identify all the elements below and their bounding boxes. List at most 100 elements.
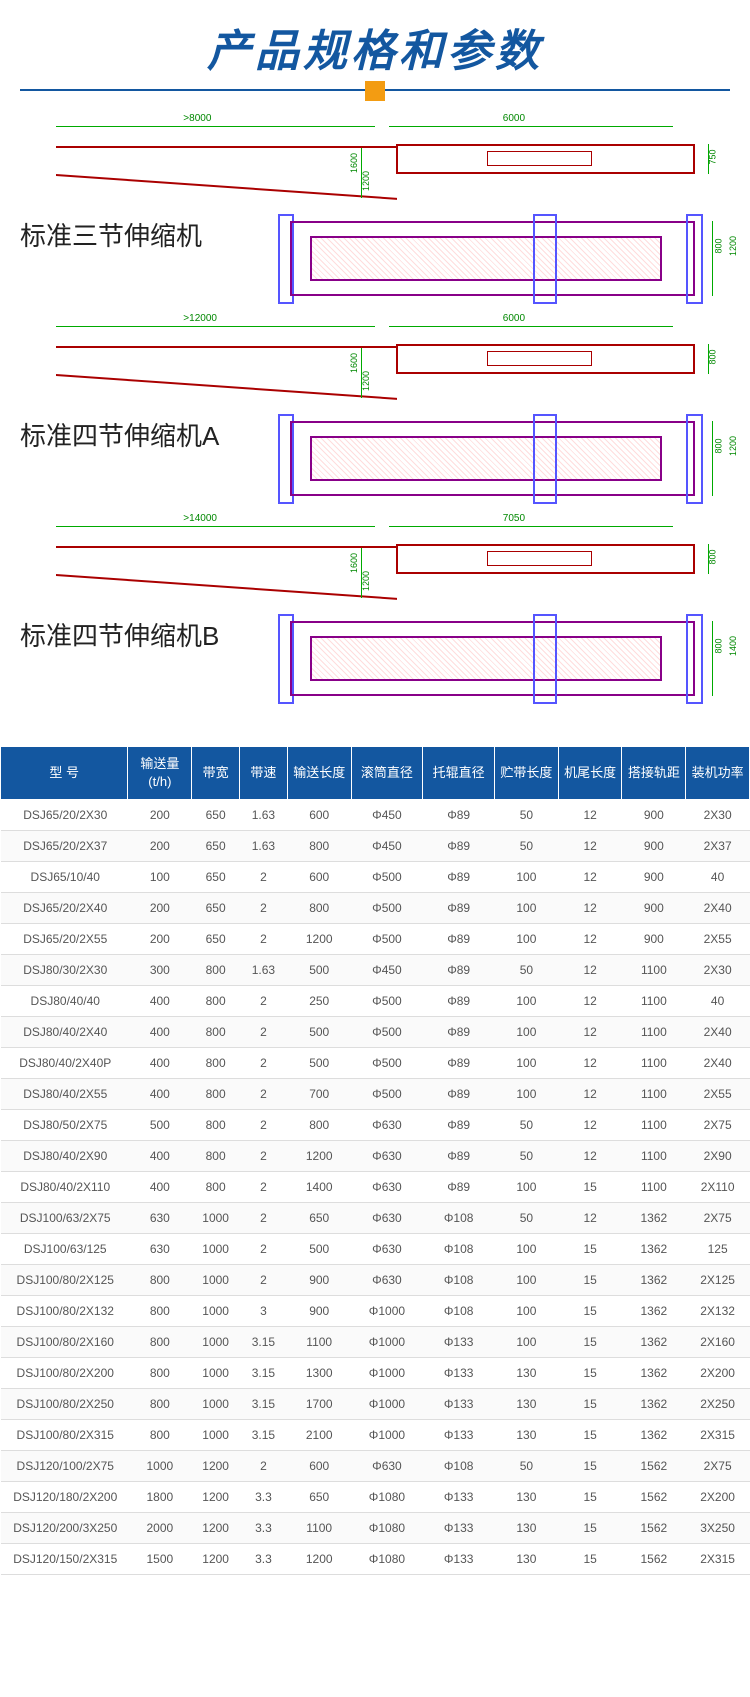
table-row: DSJ100/80/2X20080010003.151300Φ1000Φ1331… — [1, 1358, 750, 1389]
table-cell: 3.3 — [240, 1513, 288, 1544]
table-header-cell: 滚筒直径 — [351, 747, 423, 800]
table-cell: 3.15 — [240, 1389, 288, 1420]
table-cell: 1562 — [622, 1482, 686, 1513]
table-row: DSJ100/80/2X25080010003.151700Φ1000Φ1331… — [1, 1389, 750, 1420]
top-view-end — [686, 214, 702, 304]
table-cell: 100 — [495, 1172, 559, 1203]
table-cell: 3.15 — [240, 1358, 288, 1389]
table-cell: 2X40 — [686, 1048, 750, 1079]
top-view-inner — [310, 436, 662, 481]
table-header-cell: 输送长度 — [287, 747, 351, 800]
table-cell: 650 — [287, 1482, 351, 1513]
top-view-end — [686, 614, 702, 704]
table-cell: Φ630 — [351, 1172, 423, 1203]
dimension-line: >12000 — [56, 326, 376, 327]
table-cell: 2 — [240, 862, 288, 893]
top-view-diagram: 800 1200 — [290, 221, 695, 296]
table-cell: 1300 — [287, 1358, 351, 1389]
table-row: DSJ100/80/2X13280010003900Φ1000Φ10810015… — [1, 1296, 750, 1327]
table-cell: Φ89 — [423, 893, 495, 924]
table-cell: 50 — [495, 955, 559, 986]
table-cell: DSJ80/30/2X30 — [1, 955, 128, 986]
table-cell: 100 — [495, 1327, 559, 1358]
table-cell: DSJ100/63/2X75 — [1, 1203, 128, 1234]
table-cell: 2X90 — [686, 1141, 750, 1172]
table-header-cell: 装机功率 — [686, 747, 750, 800]
table-cell: 650 — [192, 893, 240, 924]
table-cell: 1562 — [622, 1544, 686, 1575]
diagram-label: 标准四节伸缩机B — [20, 616, 290, 653]
table-cell: 40 — [686, 862, 750, 893]
table-cell: 100 — [495, 862, 559, 893]
table-cell: 300 — [128, 955, 192, 986]
top-view-end — [533, 214, 557, 304]
dimension-line-vertical: 1600 1200 — [361, 148, 362, 198]
table-cell: 1200 — [192, 1482, 240, 1513]
table-cell: 50 — [495, 1110, 559, 1141]
table-cell: Φ133 — [423, 1482, 495, 1513]
table-cell: Φ500 — [351, 986, 423, 1017]
table-row: DSJ65/20/2X302006501.63600Φ450Φ895012900… — [1, 800, 750, 831]
table-cell: 650 — [192, 831, 240, 862]
table-cell: DSJ120/100/2X75 — [1, 1451, 128, 1482]
table-cell: 1362 — [622, 1265, 686, 1296]
table-cell: DSJ100/80/2X250 — [1, 1389, 128, 1420]
table-cell: 12 — [558, 831, 622, 862]
table-cell: 2X250 — [686, 1389, 750, 1420]
table-row: DSJ65/10/401006502600Φ500Φ891001290040 — [1, 862, 750, 893]
table-cell: 15 — [558, 1420, 622, 1451]
table-cell: 900 — [622, 924, 686, 955]
machine-outline — [56, 146, 397, 200]
dimension-text: 1400 — [728, 636, 738, 656]
table-cell: Φ1000 — [351, 1296, 423, 1327]
side-view-diagram: >8000 6000 1600 1200 750 — [20, 126, 730, 206]
table-cell: 12 — [558, 1203, 622, 1234]
title-section: 产品规格和参数 — [0, 0, 750, 116]
table-cell: 1200 — [287, 1544, 351, 1575]
table-cell: 12 — [558, 924, 622, 955]
table-cell: 400 — [128, 986, 192, 1017]
dimension-line: >14000 — [56, 526, 376, 527]
table-cell: 1200 — [287, 1141, 351, 1172]
table-header-cell: 贮带长度 — [495, 747, 559, 800]
table-cell: Φ1000 — [351, 1327, 423, 1358]
table-cell: Φ500 — [351, 924, 423, 955]
table-cell: 2X75 — [686, 1110, 750, 1141]
diagram-label: 标准四节伸缩机A — [20, 416, 290, 453]
table-cell: 400 — [128, 1048, 192, 1079]
dimension-text: 800 — [707, 549, 717, 564]
table-cell: DSJ100/63/125 — [1, 1234, 128, 1265]
table-cell: Φ630 — [351, 1110, 423, 1141]
table-cell: 1500 — [128, 1544, 192, 1575]
table-cell: 800 — [287, 893, 351, 924]
table-cell: 3X250 — [686, 1513, 750, 1544]
dimension-text: 1200 — [361, 171, 371, 191]
dimension-text: 6000 — [503, 113, 525, 124]
table-cell: DSJ65/20/2X37 — [1, 831, 128, 862]
table-cell: 2 — [240, 1079, 288, 1110]
table-cell: 1562 — [622, 1451, 686, 1482]
table-row: DSJ100/63/12563010002500Φ630Φ10810015136… — [1, 1234, 750, 1265]
table-cell: 50 — [495, 1203, 559, 1234]
table-cell: 2X315 — [686, 1544, 750, 1575]
table-cell: DSJ80/40/2X40 — [1, 1017, 128, 1048]
table-cell: 630 — [128, 1203, 192, 1234]
table-cell: 1100 — [622, 1172, 686, 1203]
table-cell: 1000 — [128, 1451, 192, 1482]
table-cell: 2000 — [128, 1513, 192, 1544]
table-cell: 800 — [128, 1389, 192, 1420]
table-cell: 1000 — [192, 1420, 240, 1451]
table-cell: 700 — [287, 1079, 351, 1110]
table-cell: 1100 — [622, 1017, 686, 1048]
table-cell: Φ1000 — [351, 1420, 423, 1451]
dimension-line: >8000 — [56, 126, 376, 127]
table-cell: 800 — [128, 1358, 192, 1389]
table-row: DSJ120/150/2X315150012003.31200Φ1080Φ133… — [1, 1544, 750, 1575]
table-cell: 900 — [622, 893, 686, 924]
table-header-cell: 带宽 — [192, 747, 240, 800]
table-cell: 600 — [287, 800, 351, 831]
table-cell: 100 — [495, 893, 559, 924]
table-cell: DSJ120/150/2X315 — [1, 1544, 128, 1575]
table-row: DSJ80/30/2X303008001.63500Φ450Φ895012110… — [1, 955, 750, 986]
table-cell: Φ630 — [351, 1203, 423, 1234]
